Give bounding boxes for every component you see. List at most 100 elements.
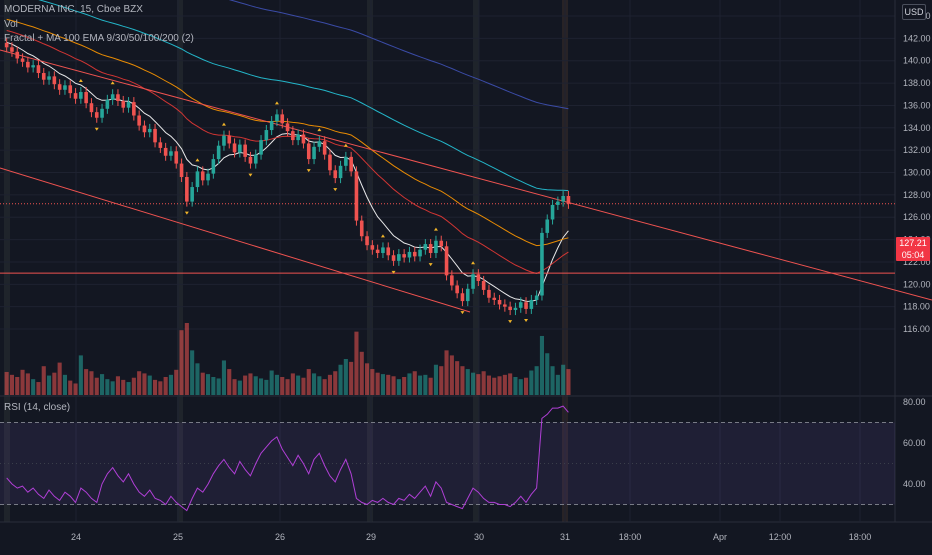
volume-bar <box>391 376 396 395</box>
volume-bar <box>412 371 417 395</box>
candle-body <box>338 165 343 179</box>
fractal-down-marker <box>248 173 253 177</box>
rsi-tick-label: 80.00 <box>903 397 926 407</box>
candle-body <box>471 274 475 289</box>
volume-bar <box>57 362 62 395</box>
volume-bar <box>100 374 105 395</box>
candle-body <box>20 58 25 62</box>
volume-bar <box>349 361 354 395</box>
candle-body <box>259 140 263 155</box>
volume-bar <box>449 355 454 395</box>
volume-bar <box>227 369 232 395</box>
fractal-down-marker <box>184 211 189 215</box>
volume-bar <box>221 360 226 395</box>
volume-bar <box>322 379 327 395</box>
candle-body <box>529 299 534 309</box>
candle-body <box>540 232 544 296</box>
candle-body <box>269 121 274 131</box>
candle-body <box>450 275 454 286</box>
candle-body <box>142 125 147 133</box>
volume-bar <box>131 377 136 395</box>
candle-body <box>344 156 348 166</box>
candle-body <box>232 143 237 153</box>
volume-bar <box>237 380 242 395</box>
volume-bar <box>206 374 211 395</box>
price-tick-label: 140.00 <box>903 56 931 66</box>
candle-body <box>561 195 565 202</box>
candle-body <box>238 144 242 153</box>
time-tick-label: 18:00 <box>619 532 642 542</box>
volume-bar <box>433 364 438 395</box>
currency-badge[interactable]: USD <box>902 4 926 20</box>
fractal-down-marker <box>391 270 396 274</box>
volume-bar <box>338 364 343 395</box>
candle-body <box>317 141 322 147</box>
candle-body <box>116 94 120 101</box>
candle-body <box>94 112 99 118</box>
candle-body <box>402 254 406 258</box>
fractal-up-marker <box>343 143 348 147</box>
time-tick-label: 29 <box>366 532 376 542</box>
candle-body <box>163 147 168 156</box>
candle-body <box>397 254 401 261</box>
volume-bar <box>306 369 311 395</box>
candle-body <box>455 285 459 294</box>
volume-bar <box>179 330 184 395</box>
volume-bar <box>20 369 25 395</box>
candle-body <box>492 297 497 300</box>
volume-bar <box>481 371 486 395</box>
volume-bar <box>439 366 444 395</box>
volume-bar <box>327 374 332 395</box>
volume-bar <box>195 363 200 395</box>
volume-bar <box>52 372 57 395</box>
candle-body <box>216 145 221 160</box>
volume-bar <box>296 375 301 395</box>
lower-trendline <box>0 167 471 313</box>
volume-bar <box>455 361 460 395</box>
fractal-up-marker <box>274 101 279 105</box>
candle-body <box>211 159 216 174</box>
volume-bar <box>312 373 317 395</box>
candle-body <box>513 307 518 311</box>
volume-bar <box>359 351 364 395</box>
candle-body <box>375 249 380 254</box>
price-tick-label: 128.00 <box>903 190 931 200</box>
volume-bar <box>68 380 73 395</box>
candle-body <box>264 130 269 141</box>
volume-bar <box>41 366 46 395</box>
symbol-legend[interactable]: MODERNA INC, 15, Cboe BZX <box>4 4 143 15</box>
volume-bar <box>317 376 322 395</box>
indicator-legend[interactable]: Fractal + MA 100 EMA 9/30/50/100/200 (2) <box>4 33 194 44</box>
candle-body <box>110 94 115 100</box>
rsi-legend[interactable]: RSI (14, close) <box>4 402 71 413</box>
candle-body <box>84 92 88 104</box>
candle-body <box>291 131 295 141</box>
candle-body <box>206 173 210 181</box>
candle-body <box>132 102 136 116</box>
candle-body <box>386 247 391 256</box>
fractal-up-marker <box>317 128 322 132</box>
candle-body <box>195 171 200 188</box>
price-tick-label: 130.00 <box>903 168 931 178</box>
candle-body <box>89 103 94 113</box>
fractal-down-marker <box>508 320 513 324</box>
rsi-tick-label: 40.00 <box>903 479 926 489</box>
volume-bar <box>168 374 173 395</box>
candle-body <box>306 143 311 160</box>
volume-bar <box>370 369 375 395</box>
candle-body <box>434 240 438 254</box>
volume-bar <box>248 373 253 395</box>
candle-body <box>243 144 247 157</box>
volume-legend[interactable]: Vol <box>4 19 18 30</box>
fractal-up-marker <box>195 158 200 162</box>
candle-body <box>391 255 396 261</box>
candle-body <box>36 65 41 74</box>
candle-body <box>190 187 194 202</box>
fractal-down-marker <box>428 263 433 267</box>
price-tick-label: 134.00 <box>903 123 931 133</box>
volume-bar <box>137 371 142 395</box>
candle-body <box>370 245 375 250</box>
ema-200-line <box>228 0 569 110</box>
